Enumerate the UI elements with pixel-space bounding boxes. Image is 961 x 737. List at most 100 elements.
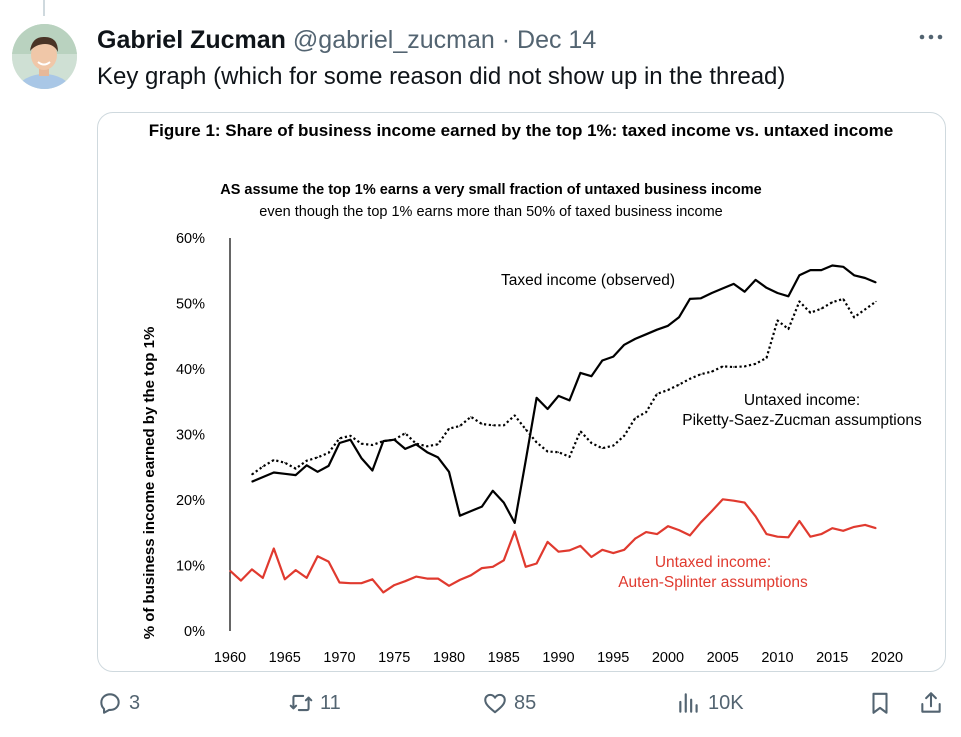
- series-line-3: [229, 498, 877, 594]
- data-point: [744, 291, 746, 293]
- data-point: [426, 445, 428, 447]
- data-point: [338, 442, 341, 444]
- data-point: [776, 536, 779, 538]
- data-point: [251, 568, 253, 570]
- data-point: [273, 471, 275, 474]
- data-point: [448, 471, 450, 473]
- data-point: [689, 534, 691, 536]
- data-point: [656, 533, 658, 535]
- data-point: [842, 298, 844, 300]
- y-tick-label: 40%: [176, 362, 205, 378]
- avatar-image: [12, 24, 77, 89]
- data-point: [470, 510, 472, 512]
- data-point: [590, 556, 592, 558]
- data-point: [349, 439, 351, 441]
- data-point: [755, 363, 757, 365]
- series-line-2: [251, 297, 877, 476]
- data-point: [338, 581, 341, 584]
- author-name[interactable]: Gabriel Zucman: [97, 26, 286, 54]
- data-point: [525, 428, 527, 430]
- data-point: [656, 393, 658, 395]
- data-point: [349, 435, 351, 437]
- data-point: [667, 525, 669, 527]
- data-point: [579, 372, 581, 374]
- data-point: [404, 448, 406, 450]
- data-point: [382, 591, 384, 593]
- data-point: [700, 521, 702, 523]
- chart-subtitle-line1: AS assume the top 1% earns a very small …: [220, 182, 762, 198]
- tweet-media[interactable]: Figure 1: Share of business income earne…: [97, 112, 946, 672]
- data-point: [470, 416, 472, 418]
- more-icon[interactable]: [917, 23, 945, 58]
- series-layer: [229, 264, 877, 594]
- data-point: [864, 308, 866, 310]
- data-point: [547, 408, 549, 410]
- data-point: [415, 443, 417, 445]
- tweet-date[interactable]: Dec 14: [517, 26, 597, 54]
- share-icon: [921, 692, 941, 713]
- data-point: [557, 451, 560, 453]
- reply-button[interactable]: 3: [97, 690, 140, 716]
- thread-line: [43, 0, 45, 16]
- data-point: [393, 439, 395, 441]
- data-point: [492, 566, 494, 568]
- data-point: [842, 266, 844, 268]
- author-handle[interactable]: @gabriel_zucman: [292, 26, 495, 54]
- separator: ·: [501, 26, 511, 54]
- data-point: [645, 333, 647, 335]
- data-point: [273, 547, 275, 550]
- data-point: [601, 549, 603, 551]
- data-point: [853, 274, 855, 276]
- data-point: [568, 549, 571, 551]
- avatar[interactable]: [12, 24, 77, 89]
- data-point: [809, 536, 812, 538]
- views-button[interactable]: 10K: [676, 690, 744, 716]
- data-point: [634, 538, 636, 540]
- data-point: [667, 389, 669, 391]
- data-point: [437, 578, 439, 580]
- data-point: [689, 378, 691, 380]
- data-point: [262, 466, 264, 468]
- data-point: [711, 510, 713, 512]
- share-button[interactable]: [918, 690, 950, 716]
- data-point: [404, 580, 406, 582]
- data-point: [404, 432, 406, 434]
- data-point: [809, 312, 812, 314]
- like-count: 85: [514, 691, 537, 714]
- x-tick-label: 2010: [761, 650, 793, 666]
- bookmark-button[interactable]: [867, 690, 899, 716]
- bookmark-icon: [872, 692, 888, 714]
- data-point: [503, 559, 505, 561]
- heart-icon: [484, 693, 506, 714]
- data-point: [722, 365, 724, 367]
- data-point: [678, 529, 680, 531]
- data-point: [514, 530, 516, 532]
- data-point: [459, 579, 461, 581]
- data-point: [623, 435, 625, 437]
- x-tick-label: 1985: [488, 650, 520, 666]
- data-point: [722, 498, 724, 500]
- x-tick-label: 1980: [433, 650, 465, 666]
- data-point: [371, 469, 373, 472]
- x-tick-label: 1970: [323, 650, 355, 666]
- data-point: [284, 578, 286, 580]
- data-point: [776, 319, 779, 322]
- y-tick-label: 50%: [176, 297, 205, 313]
- data-point: [382, 440, 384, 442]
- data-point: [328, 561, 330, 563]
- data-point: [820, 269, 822, 271]
- data-point: [722, 287, 724, 289]
- data-point: [678, 316, 680, 318]
- reply-icon: [100, 693, 120, 714]
- like-button[interactable]: 85: [482, 690, 536, 716]
- data-point: [317, 555, 319, 557]
- data-point: [875, 300, 877, 303]
- retweet-button[interactable]: 11: [288, 690, 341, 716]
- reply-count: 3: [129, 691, 141, 714]
- data-point: [349, 582, 351, 584]
- chart-title: Figure 1: Share of business income earne…: [149, 121, 893, 140]
- retweet-count: 11: [320, 691, 341, 714]
- series-labels: Taxed income (observed) Untaxed income: Pi…: [501, 272, 922, 591]
- tweet-text: Key graph (which for some reason did not…: [97, 63, 786, 90]
- data-point: [755, 515, 757, 517]
